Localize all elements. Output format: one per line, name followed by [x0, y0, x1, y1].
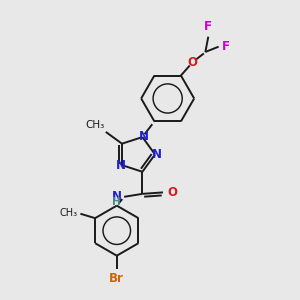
Text: CH₃: CH₃	[60, 208, 78, 218]
Text: N: N	[152, 148, 162, 161]
Text: H: H	[112, 197, 120, 207]
Text: F: F	[204, 20, 212, 33]
Text: CH₃: CH₃	[85, 120, 104, 130]
Text: Br: Br	[109, 272, 124, 285]
Text: N: N	[139, 130, 149, 143]
Text: O: O	[188, 56, 197, 69]
Text: F: F	[222, 40, 230, 53]
Text: O: O	[167, 186, 177, 199]
Text: N: N	[112, 190, 122, 203]
Text: N: N	[116, 159, 125, 172]
